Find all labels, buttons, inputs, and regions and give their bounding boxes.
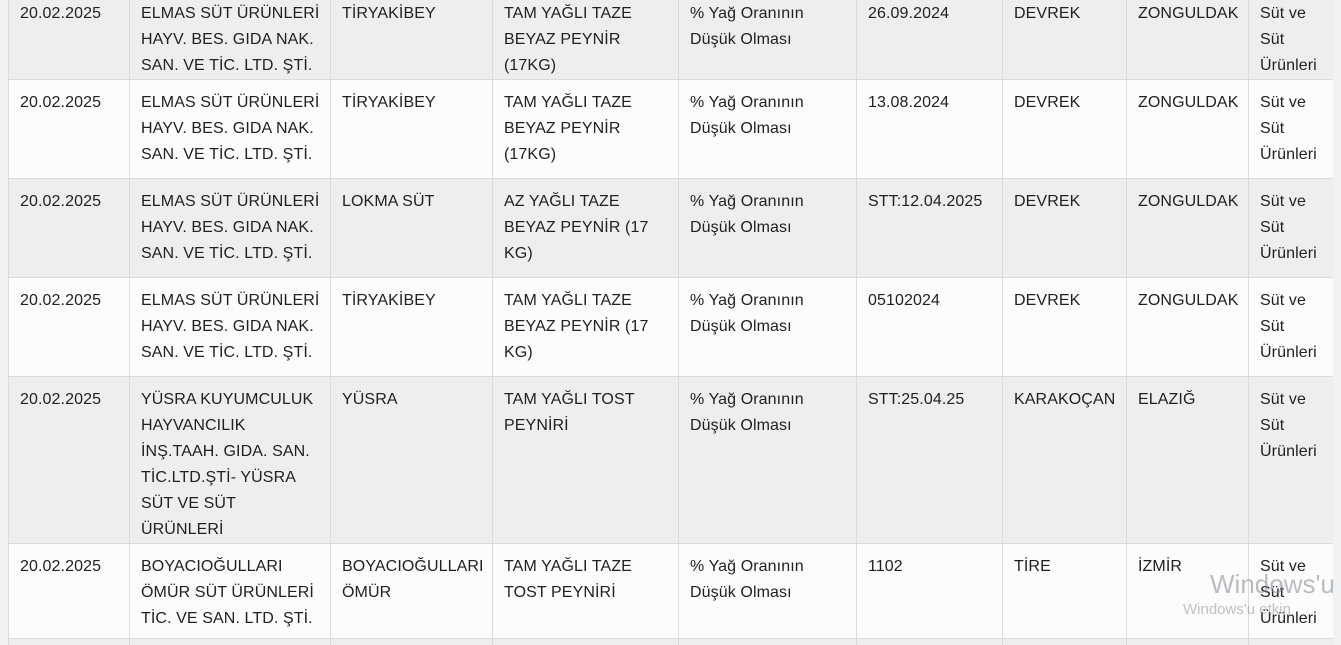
cell-category: Süt ve Süt Ürünleri	[1248, 178, 1333, 278]
cell-firm-name: ELMAS SÜT ÜRÜNLERİ HAYV. BES. GIDA NAK. …	[129, 79, 331, 179]
cell-firm-name: ELMAS SÜT ÜRÜNLERİ HAYV. BES. GIDA NAK. …	[129, 277, 331, 377]
cell-brand: TİRYAKİBEY	[330, 0, 493, 80]
cell-province: ELAZIĞ	[1126, 376, 1249, 544]
cell-district	[1002, 638, 1127, 645]
cell-district: DEVREK	[1002, 79, 1127, 179]
cell-nonconformity: % Yağ Oranının Düşük Olması	[678, 0, 857, 80]
cell-product-name: TAM YAĞLI TAZE BEYAZ PEYNİR (17 KG)	[492, 277, 679, 377]
table-row	[8, 638, 1333, 645]
cell-batch-or-date: 26.09.2024	[856, 0, 1003, 80]
cell-product-name: TAM YAĞLI TOST PEYNİRİ	[492, 376, 679, 544]
cell-product-name: TAM YAĞLI TAZE BEYAZ PEYNİR (17KG)	[492, 79, 679, 179]
cell-province: ZONGULDAK	[1126, 178, 1249, 278]
table-row: 20.02.2025 BOYACIOĞULLARI ÖMÜR SÜT ÜRÜNL…	[8, 543, 1333, 639]
table-row: 20.02.2025 YÜSRA KUYUMCULUK HAYVANCILIK …	[8, 376, 1333, 544]
cell-batch-or-date: STT:12.04.2025	[856, 178, 1003, 278]
cell-batch-or-date: 05102024	[856, 277, 1003, 377]
results-table[interactable]: 20.02.2025 ELMAS SÜT ÜRÜNLERİ HAYV. BES.…	[8, 0, 1333, 645]
food-safety-table: 20.02.2025 ELMAS SÜT ÜRÜNLERİ HAYV. BES.…	[8, 0, 1333, 645]
table-row: 20.02.2025 ELMAS SÜT ÜRÜNLERİ HAYV. BES.…	[8, 178, 1333, 278]
cell-firm-name: BOYACIOĞULLARI ÖMÜR SÜT ÜRÜNLERİ TİC. VE…	[129, 543, 331, 639]
cell-date: 20.02.2025	[8, 277, 130, 377]
cell-brand: LOKMA SÜT	[330, 178, 493, 278]
cell-firm-name	[129, 638, 331, 645]
cell-brand: YÜSRA	[330, 376, 493, 544]
cell-date	[8, 638, 130, 645]
cell-nonconformity: % Yağ Oranının Düşük Olması	[678, 79, 857, 179]
cell-date: 20.02.2025	[8, 178, 130, 278]
cell-district: DEVREK	[1002, 178, 1127, 278]
cell-province	[1126, 638, 1249, 645]
cell-nonconformity	[678, 638, 857, 645]
cell-brand: BOYACIOĞULLARI ÖMÜR	[330, 543, 493, 639]
cell-date: 20.02.2025	[8, 79, 130, 179]
cell-batch-or-date: 1102	[856, 543, 1003, 639]
cell-province: İZMİR	[1126, 543, 1249, 639]
table-row: 20.02.2025 ELMAS SÜT ÜRÜNLERİ HAYV. BES.…	[8, 277, 1333, 377]
cell-product-name: TAM YAĞLI TAZE BEYAZ PEYNİR (17KG)	[492, 0, 679, 80]
cell-date: 20.02.2025	[8, 543, 130, 639]
cell-category: Süt ve Süt Ürünleri	[1248, 79, 1333, 179]
cell-product-name: TAM YAĞLI TAZE TOST PEYNİRİ	[492, 543, 679, 639]
cell-nonconformity: % Yağ Oranının Düşük Olması	[678, 376, 857, 544]
cell-batch-or-date	[856, 638, 1003, 645]
cell-firm-name: ELMAS SÜT ÜRÜNLERİ HAYV. BES. GIDA NAK. …	[129, 0, 331, 80]
cell-batch-or-date: STT:25.04.25	[856, 376, 1003, 544]
cell-category: Süt ve Süt Ürünleri	[1248, 0, 1333, 80]
cell-batch-or-date: 13.08.2024	[856, 79, 1003, 179]
cell-date: 20.02.2025	[8, 0, 130, 80]
cell-category: Süt ve Süt Ürünleri	[1248, 277, 1333, 377]
cell-district: DEVREK	[1002, 0, 1127, 80]
table-row: 20.02.2025 ELMAS SÜT ÜRÜNLERİ HAYV. BES.…	[8, 0, 1333, 80]
cell-date: 20.02.2025	[8, 376, 130, 544]
page-gutter	[1333, 0, 1341, 645]
cell-district: KARAKOÇAN	[1002, 376, 1127, 544]
cell-firm-name: ELMAS SÜT ÜRÜNLERİ HAYV. BES. GIDA NAK. …	[129, 178, 331, 278]
cell-category: Süt ve Süt Ürünleri	[1248, 543, 1333, 639]
cell-category	[1248, 638, 1333, 645]
table-row: 20.02.2025 ELMAS SÜT ÜRÜNLERİ HAYV. BES.…	[8, 79, 1333, 179]
cell-nonconformity: % Yağ Oranının Düşük Olması	[678, 178, 857, 278]
cell-province: ZONGULDAK	[1126, 277, 1249, 377]
cell-district: TİRE	[1002, 543, 1127, 639]
cell-category: Süt ve Süt Ürünleri	[1248, 376, 1333, 544]
cell-province: ZONGULDAK	[1126, 0, 1249, 80]
cell-nonconformity: % Yağ Oranının Düşük Olması	[678, 277, 857, 377]
cell-brand	[330, 638, 493, 645]
cell-district: DEVREK	[1002, 277, 1127, 377]
cell-product-name	[492, 638, 679, 645]
cell-province: ZONGULDAK	[1126, 79, 1249, 179]
cell-firm-name: YÜSRA KUYUMCULUK HAYVANCILIK İNŞ.TAAH. G…	[129, 376, 331, 544]
cell-nonconformity: % Yağ Oranının Düşük Olması	[678, 543, 857, 639]
cell-brand: TİRYAKİBEY	[330, 277, 493, 377]
cell-brand: TİRYAKİBEY	[330, 79, 493, 179]
cell-product-name: AZ YAĞLI TAZE BEYAZ PEYNİR (17 KG)	[492, 178, 679, 278]
